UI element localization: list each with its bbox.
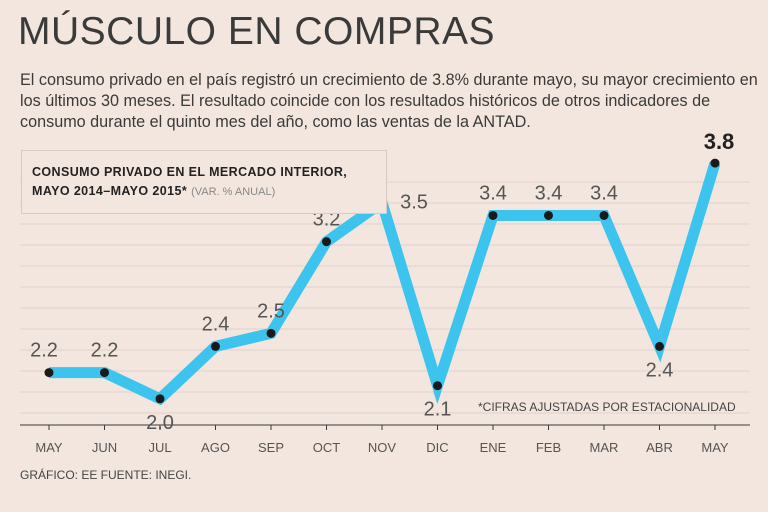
- x-tick-label: NOV: [368, 440, 397, 455]
- data-point: [655, 341, 664, 351]
- x-tick-labels: MAY JUN JUL AGO SEP OCT NOV DIC ENE FEB MAR ABR MAY: [35, 440, 729, 455]
- data-point: [433, 381, 442, 391]
- x-tick-label: MAY: [701, 440, 729, 455]
- chart-source: GRÁFICO: EE FUENTE: INEGI.: [20, 468, 192, 482]
- data-points: [44, 158, 720, 404]
- data-label: 2.2: [91, 340, 119, 362]
- data-label: 3.4: [590, 182, 618, 204]
- chart-title-line2: MAYO 2014–MAYO 2015* (VAR. % ANUAL): [32, 184, 275, 198]
- data-label: 3.2: [313, 209, 341, 231]
- x-tick-label: ABR: [646, 440, 673, 455]
- data-label: 3.4: [479, 182, 507, 204]
- data-point: [488, 210, 498, 220]
- page-subtitle: El consumo privado en el país registró u…: [20, 71, 758, 131]
- x-tick-label: OCT: [313, 440, 341, 455]
- data-point: [44, 368, 54, 378]
- data-point: [100, 368, 109, 378]
- data-label: 2.4: [202, 313, 230, 335]
- data-point: [710, 158, 720, 168]
- data-label: 2.2: [30, 340, 58, 362]
- data-point: [544, 210, 553, 220]
- data-point: [322, 237, 331, 247]
- chart-title-line1: CONSUMO PRIVADO EN EL MERCADO INTERIOR,: [32, 165, 348, 179]
- chart-footnote: *CIFRAS AJUSTADAS POR ESTACIONALIDAD: [478, 400, 736, 414]
- x-tick-label: SEP: [258, 440, 284, 455]
- x-tick-label: FEB: [536, 440, 561, 455]
- chart-title-box: CONSUMO PRIVADO EN EL MERCADO INTERIOR, …: [21, 150, 387, 214]
- chart-unit-label: (VAR. % ANUAL): [191, 186, 276, 198]
- data-label: 3.8: [704, 129, 735, 154]
- data-label: 3.4: [535, 182, 563, 204]
- data-label: 2.4: [646, 359, 674, 381]
- x-tick-label: DIC: [426, 440, 448, 455]
- data-labels: 2.2 2.2 2.0 2.4 2.5 3.2 3.5 2.1 3.4 3.4 3.4 2.4 3.8: [30, 129, 734, 434]
- page-title: MÚSCULO EN COMPRAS: [18, 10, 496, 53]
- data-point: [599, 210, 609, 220]
- x-tick-label: MAY: [35, 440, 63, 455]
- x-tick-label: ENE: [480, 440, 507, 455]
- x-axis-ticks: [48, 425, 716, 430]
- data-point: [266, 328, 276, 338]
- data-label: 2.1: [424, 399, 452, 421]
- data-label: 2.5: [257, 300, 285, 322]
- x-tick-label: MAR: [590, 440, 619, 455]
- chart-title-line2-text: MAYO 2014–MAYO 2015*: [32, 184, 188, 198]
- x-tick-label: AGO: [201, 440, 230, 455]
- x-tick-label: JUN: [92, 440, 117, 455]
- data-label: 3.5: [400, 191, 428, 213]
- data-label: 2.0: [146, 412, 174, 434]
- data-point: [155, 394, 165, 404]
- x-tick-label: JUL: [148, 440, 171, 455]
- data-point: [211, 341, 220, 351]
